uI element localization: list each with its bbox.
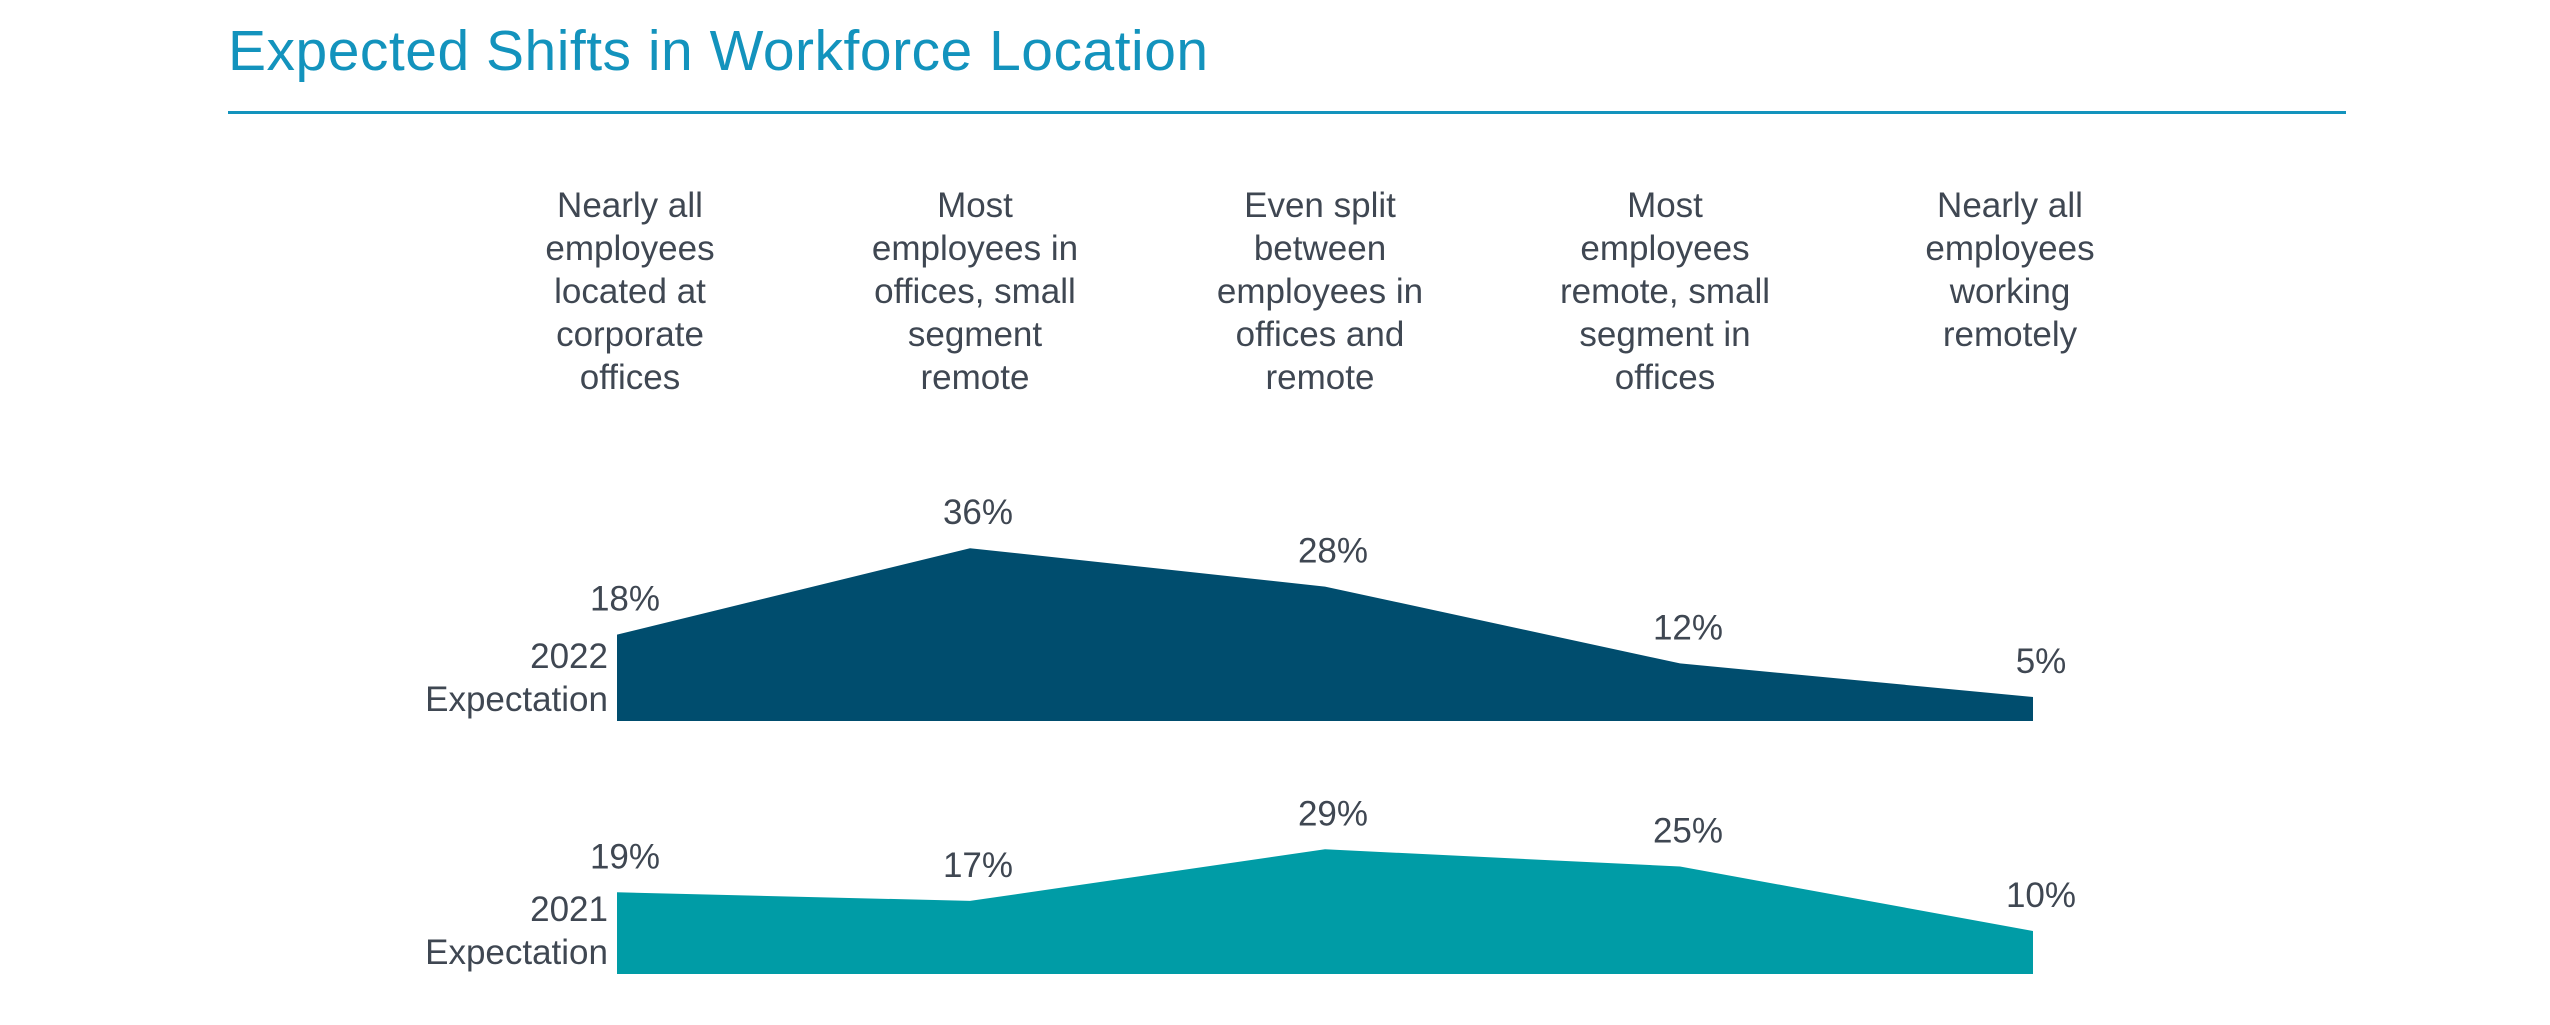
- category-header: Nearly all employees working remotely: [1870, 184, 2150, 356]
- series-area-2: [617, 849, 2033, 974]
- series-label-line: Expectation: [425, 933, 608, 972]
- data-label: 19%: [590, 837, 660, 876]
- category-header-line: remote: [920, 358, 1030, 397]
- chart-title: Expected Shifts in Workforce Location: [228, 19, 1209, 83]
- series-label-line: Expectation: [425, 680, 608, 719]
- category-header-line: offices, small: [874, 272, 1076, 311]
- series-label: 2021 Expectation: [368, 888, 608, 974]
- category-header-line: offices: [579, 358, 681, 397]
- category-header-line: Nearly all: [1937, 186, 2083, 225]
- category-header: Nearly all employees located at corporate of…: [490, 184, 770, 399]
- category-header-line: Most: [937, 186, 1013, 225]
- category-header: Most employees in offices, small segment rem…: [835, 184, 1115, 399]
- data-label: 29%: [1298, 794, 1368, 833]
- category-header-line: employees in: [1216, 272, 1424, 311]
- series-label-line: 2022: [530, 637, 608, 676]
- data-label: 18%: [590, 580, 660, 619]
- data-label: 36%: [943, 493, 1013, 532]
- category-header: Most employees remote, small segment in offi…: [1525, 184, 1805, 399]
- data-label: 25%: [1653, 812, 1723, 851]
- category-header-line: segment in: [1579, 315, 1751, 354]
- series-label-line: 2021: [530, 890, 608, 929]
- data-label: 5%: [2016, 642, 2067, 681]
- category-header-line: Nearly all: [557, 186, 703, 225]
- category-header-line: corporate: [556, 315, 704, 354]
- category-header-line: employees: [1925, 229, 2095, 268]
- category-header-line: remote, small: [1559, 272, 1771, 311]
- data-label: 17%: [943, 846, 1013, 885]
- category-header-line: offices: [1614, 358, 1716, 397]
- category-header-line: remote: [1265, 358, 1375, 397]
- category-header-line: employees in: [871, 229, 1079, 268]
- category-header-line: segment: [907, 315, 1043, 354]
- category-header-line: located at: [554, 272, 706, 311]
- data-label: 28%: [1298, 532, 1368, 571]
- category-header-line: Even split: [1244, 186, 1396, 225]
- data-label: 10%: [2006, 876, 2076, 915]
- category-header-line: working: [1949, 272, 2071, 311]
- category-header-line: between: [1253, 229, 1387, 268]
- category-header-line: Most: [1627, 186, 1703, 225]
- category-header-line: employees: [545, 229, 715, 268]
- title-divider: [228, 111, 2346, 114]
- data-label: 12%: [1653, 608, 1723, 647]
- series-label: 2022 Expectation: [368, 635, 608, 721]
- category-header-line: remotely: [1942, 315, 2078, 354]
- category-header-line: offices and: [1235, 315, 1405, 354]
- category-header-line: employees: [1580, 229, 1750, 268]
- category-header: Even split between employees in offices and…: [1180, 184, 1460, 399]
- series-area-1: [617, 548, 2033, 721]
